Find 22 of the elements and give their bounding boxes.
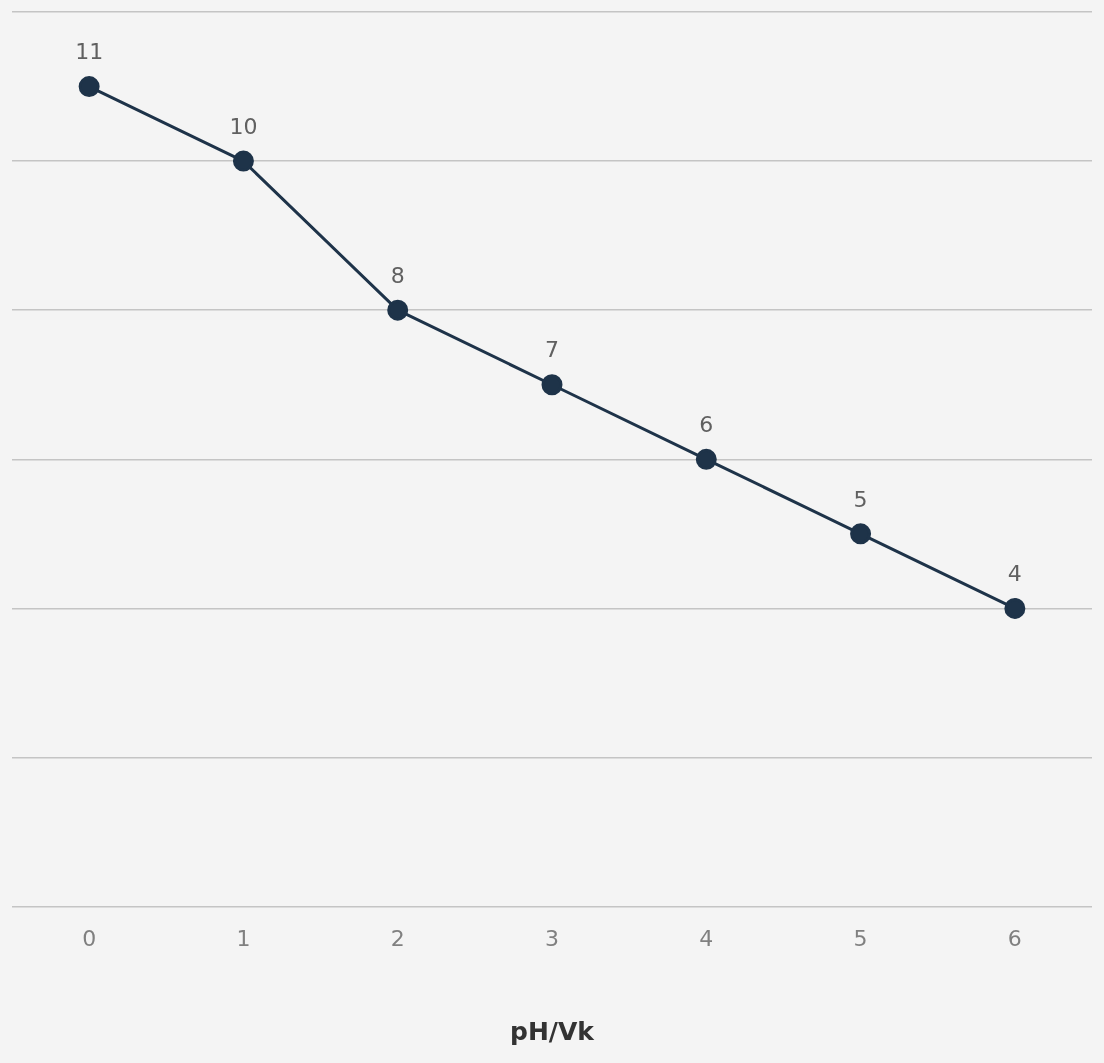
point	[850, 523, 872, 545]
x-tick-label: 4	[699, 925, 714, 951]
point	[541, 374, 563, 396]
x-tick-label: 6	[1007, 925, 1022, 951]
x-tick-label: 5	[853, 925, 868, 951]
data-label: 7	[545, 337, 559, 363]
point	[232, 150, 254, 172]
data-label: 6	[699, 412, 714, 438]
point	[1004, 597, 1026, 619]
data-label: 8	[390, 262, 405, 288]
data-label: 4	[1007, 561, 1022, 587]
x-axis-title: pH/Vk	[510, 1016, 596, 1046]
x-tick-label: 0	[82, 925, 97, 951]
x-tick-label: 1	[236, 925, 251, 951]
x-tick-label: 2	[390, 925, 405, 951]
point	[78, 76, 100, 98]
data-label: 5	[853, 486, 868, 512]
point	[387, 299, 409, 321]
data-label: 11	[75, 39, 104, 65]
x-tick-label: 3	[545, 925, 559, 951]
data-label: 10	[229, 113, 258, 139]
point	[695, 448, 717, 470]
